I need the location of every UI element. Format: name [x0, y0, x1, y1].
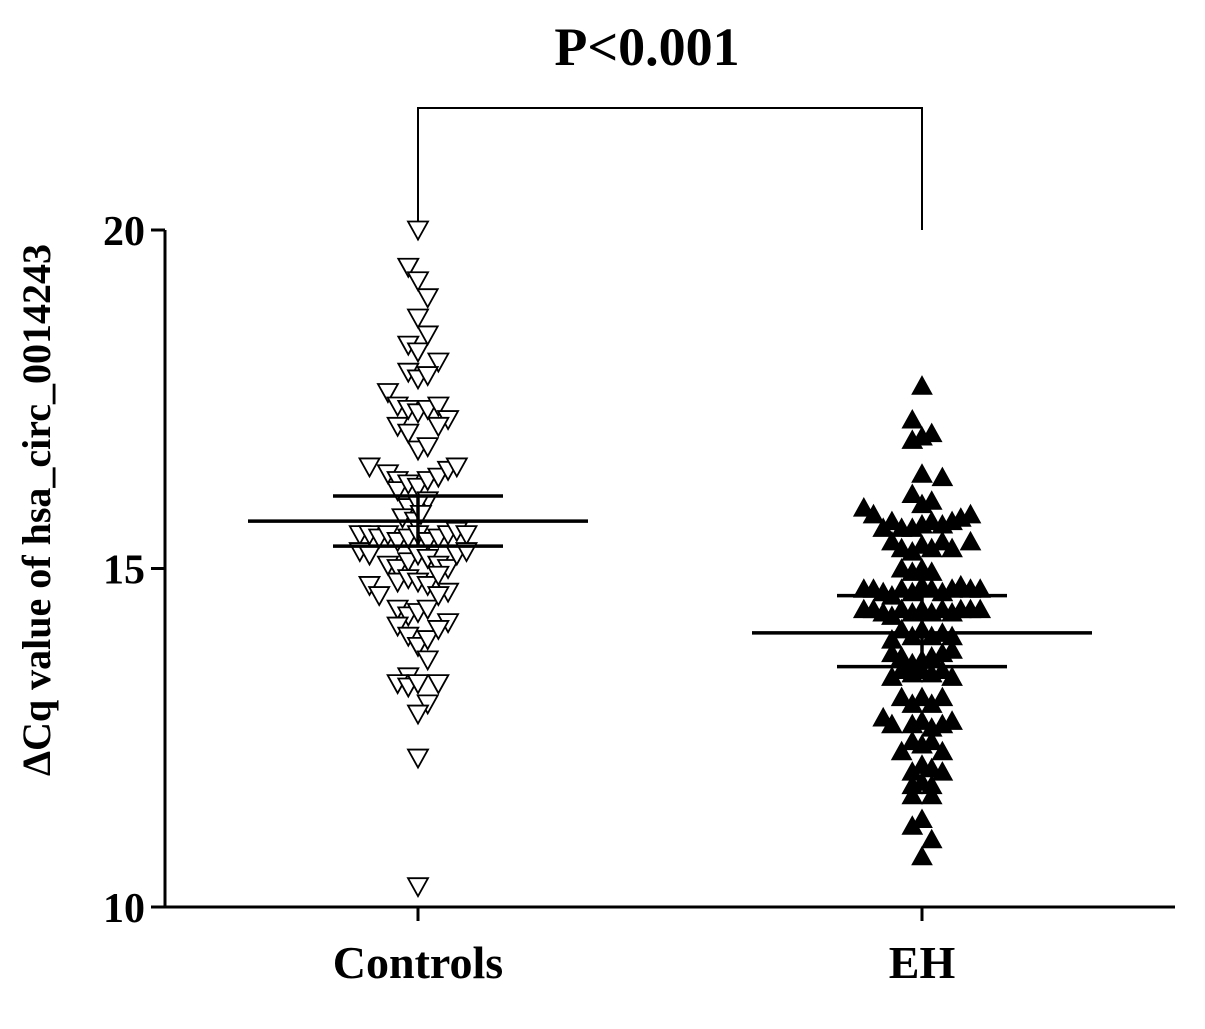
data-point-eh	[959, 503, 982, 524]
data-point-eh	[911, 845, 933, 866]
data-point-eh	[931, 686, 954, 707]
x-category-label: EH	[889, 937, 956, 988]
data-point-controls	[386, 616, 410, 638]
significance-bracket	[417, 107, 923, 241]
data-point-controls	[386, 481, 410, 502]
data-point-controls	[416, 576, 440, 597]
data-point-eh	[911, 710, 933, 730]
data-point-eh	[931, 740, 954, 761]
data-point-eh	[931, 761, 954, 781]
data-point-controls	[426, 674, 450, 695]
data-point-eh	[911, 375, 933, 395]
y-tick-label: 15	[103, 548, 145, 594]
summary-bars	[248, 494, 1092, 669]
data-point-controls	[409, 504, 433, 526]
data-point-eh	[872, 517, 895, 537]
data-point-controls	[396, 423, 420, 445]
data-point-controls	[357, 457, 382, 479]
y-tick-label: 20	[103, 209, 145, 255]
data-points	[348, 220, 992, 899]
data-point-controls	[416, 288, 440, 310]
data-point-controls	[406, 308, 430, 330]
data-point-controls	[416, 366, 440, 387]
data-point-controls	[416, 650, 440, 672]
data-point-controls	[396, 626, 420, 648]
data-point-eh	[890, 686, 913, 707]
data-point-controls	[416, 437, 440, 458]
data-point-controls	[416, 694, 440, 716]
data-point-eh	[941, 710, 963, 730]
data-point-controls	[367, 586, 391, 607]
y-axis: 10 15 20	[103, 209, 167, 932]
data-point-controls	[406, 704, 430, 726]
chart-title: P<0.001	[554, 17, 739, 77]
data-point-eh	[901, 483, 924, 504]
data-point-eh	[941, 537, 963, 558]
data-point-controls	[426, 620, 450, 641]
data-point-controls	[406, 877, 430, 899]
data-point-eh	[931, 530, 954, 551]
data-point-controls	[357, 576, 382, 597]
data-point-eh	[911, 808, 933, 828]
data-point-eh	[959, 530, 982, 551]
x-axis: Controls EH	[165, 905, 1175, 988]
data-point-eh	[931, 466, 954, 487]
data-point-eh	[890, 740, 913, 761]
data-point-controls	[416, 325, 440, 347]
data-point-controls	[426, 565, 450, 587]
data-point-eh	[881, 530, 903, 551]
data-point-eh	[852, 497, 875, 517]
data-point-controls	[416, 599, 440, 621]
data-point-controls	[406, 748, 430, 770]
data-point-eh	[881, 713, 903, 734]
data-point-controls	[406, 342, 430, 364]
data-point-eh	[862, 503, 885, 524]
data-point-controls	[426, 352, 450, 374]
data-point-controls	[426, 586, 450, 607]
data-point-eh	[920, 784, 943, 805]
data-point-eh	[901, 409, 924, 429]
data-point-controls	[386, 559, 410, 580]
data-point-controls	[406, 220, 430, 242]
data-point-eh	[969, 598, 992, 619]
data-point-eh	[911, 686, 933, 707]
data-point-eh	[920, 828, 943, 849]
data-point-eh	[920, 730, 943, 751]
y-tick-label: 10	[103, 886, 145, 932]
data-point-controls	[376, 383, 400, 404]
x-category-label: Controls	[333, 937, 503, 988]
data-point-controls	[416, 630, 440, 651]
data-point-controls	[445, 457, 469, 479]
data-point-eh	[901, 784, 924, 805]
data-point-eh	[911, 463, 933, 483]
data-point-controls	[396, 257, 420, 279]
data-point-controls	[426, 416, 450, 438]
data-point-eh	[931, 659, 954, 680]
data-point-controls	[406, 674, 430, 695]
data-point-controls	[426, 396, 450, 418]
data-point-eh	[920, 422, 943, 443]
data-point-eh	[941, 639, 963, 659]
bracket-line	[417, 107, 923, 241]
data-point-controls	[454, 525, 479, 547]
data-point-controls	[406, 271, 430, 293]
data-point-eh	[920, 490, 943, 510]
data-point-eh	[941, 666, 963, 686]
y-axis-label: ΔCq value of hsa_circ_0014243	[14, 244, 59, 776]
